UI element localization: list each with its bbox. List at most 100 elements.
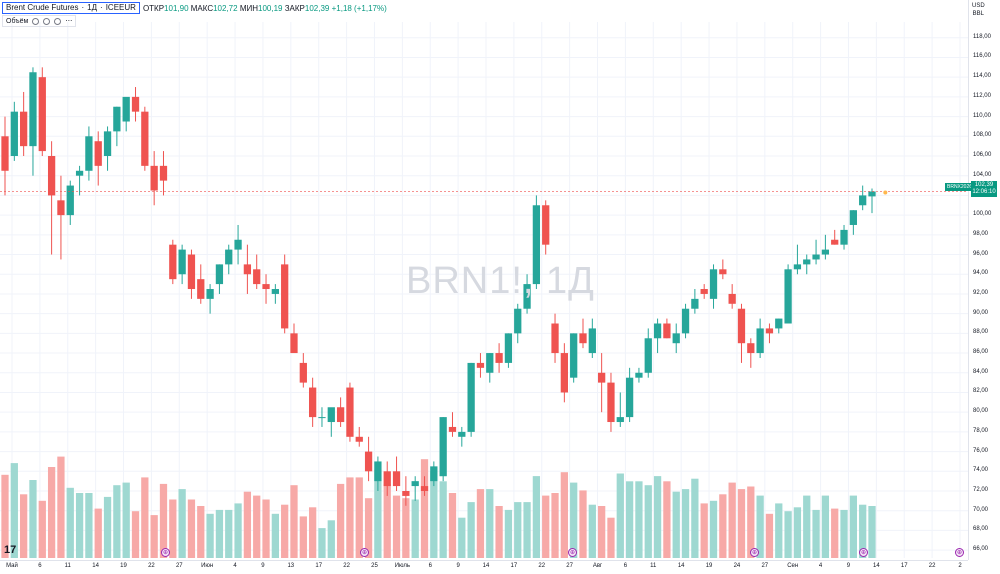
volume-bar (616, 473, 624, 558)
candle-body (122, 96, 130, 122)
tradingview-logo[interactable]: 17 (4, 544, 17, 556)
candle-body (271, 289, 279, 294)
candle-body (756, 328, 764, 354)
candle-body (551, 323, 559, 354)
volume-bar (700, 503, 708, 558)
event-icon[interactable]: ⊕ (568, 548, 577, 557)
volume-bar (141, 477, 149, 558)
time-tick-label: 6 (38, 563, 42, 569)
delete-icon[interactable] (54, 17, 62, 25)
volume-bar (625, 481, 634, 558)
price-tick-label: 94,00 (973, 270, 989, 277)
time-tick-label: Июль (394, 563, 410, 569)
event-icon[interactable]: ⊕ (750, 548, 759, 557)
more-icon[interactable]: ⋯ (65, 18, 73, 25)
volume-bar (691, 478, 699, 558)
volume-bar (523, 502, 531, 558)
price-tick-label: 100,00 (973, 211, 992, 218)
event-icon[interactable]: ⊕ (360, 548, 369, 557)
candle-body (868, 191, 876, 197)
symbol-search-button[interactable]: Brent Crude Futures · 1Д · ICEEUR (2, 2, 140, 14)
time-tick-label: 11 (650, 563, 657, 569)
volume-bar (402, 498, 410, 558)
candle-body (523, 284, 531, 309)
volume-bar (1, 474, 9, 558)
close-value: 102,39 (304, 3, 330, 13)
price-tick-label: 116,00 (973, 53, 991, 60)
volume-bar (392, 495, 401, 558)
volume-bar (355, 477, 363, 558)
volume-bar (178, 489, 186, 558)
time-tick-label: 6 (623, 563, 628, 569)
candle-body (94, 141, 102, 166)
volume-bar (803, 495, 811, 558)
candle-body (141, 111, 149, 166)
time-tick-label: 14 (873, 563, 880, 569)
price-tick-label: 74,00 (973, 467, 989, 474)
volume-bar (234, 503, 242, 558)
candle-body (514, 308, 522, 334)
candle-body (859, 195, 867, 206)
volume-bar (290, 485, 298, 558)
candle-body (765, 328, 774, 334)
time-axis[interactable]: Май 6 11 14 19 22 27 Июн 4 9 13 17 22 25 Июль 6 9 14 17 22 2… (0, 560, 968, 574)
volume-bar (849, 495, 857, 558)
event-icon[interactable]: ⊕ (859, 548, 868, 557)
volume-bar (831, 508, 839, 558)
volume-bar (103, 496, 112, 558)
candle-body (113, 106, 121, 132)
event-icon[interactable]: ⊕ (955, 548, 964, 557)
candle-body (588, 328, 596, 354)
price-axis[interactable]: 118,00 116,00 114,00 112,00 110,00 108,00 106,… (968, 0, 1000, 560)
candle-body (178, 249, 186, 275)
time-tick-label: 27 (761, 563, 769, 569)
volume-bar (10, 463, 18, 558)
candle-body (812, 254, 820, 260)
change-value: +1,18 (+1,17%) (331, 3, 387, 13)
candle-body (262, 284, 270, 290)
volume-bar (793, 507, 802, 558)
volume-bar (169, 499, 177, 558)
exchange-label: ICEEUR (105, 3, 136, 12)
candle-body (616, 417, 624, 423)
candle-body (700, 289, 708, 294)
time-tick-label: 4 (233, 563, 237, 569)
candle-body (420, 486, 429, 491)
candle-body (57, 200, 65, 216)
candle-body (430, 466, 438, 482)
volume-bar (47, 467, 56, 558)
eye-icon[interactable] (32, 17, 40, 25)
candle-body (849, 210, 857, 225)
candle-body (532, 205, 541, 285)
event-icon[interactable]: ⊕ (161, 548, 170, 557)
volume-legend[interactable]: Объём ⋯ (2, 15, 77, 27)
time-tick-label: 13 (287, 563, 295, 569)
price-tick-label: 92,00 (973, 289, 989, 296)
volume-bar (840, 509, 848, 558)
price-chart[interactable] (0, 0, 968, 560)
price-tick-label: 68,00 (973, 526, 989, 533)
price-tick-label: 70,00 (973, 506, 989, 513)
high-value: 102,72 (213, 3, 238, 13)
candle-body (253, 269, 261, 285)
time-tick-label: 24 (733, 563, 741, 569)
price-tick-label: 82,00 (973, 388, 989, 395)
volume-bar (113, 485, 121, 558)
candle-body (1, 136, 9, 171)
candle-body (159, 165, 168, 181)
volume-bar (85, 493, 93, 558)
time-tick-label: 19 (705, 563, 713, 569)
currency-badge[interactable]: USD BBL (972, 2, 985, 18)
volume-bar (29, 480, 37, 558)
low-value: 100,19 (258, 3, 283, 13)
price-tick-label: 114,00 (973, 73, 991, 80)
volume-bar (551, 493, 559, 558)
volume-bar (598, 506, 606, 558)
volume-bar (150, 515, 158, 558)
candle-body (374, 461, 382, 482)
symbol-watermark: BRN1!, 1Д (406, 260, 595, 302)
settings-icon[interactable] (43, 17, 51, 25)
volume-bar (346, 477, 354, 558)
volume-bar (411, 499, 419, 558)
candle-body (495, 353, 503, 363)
